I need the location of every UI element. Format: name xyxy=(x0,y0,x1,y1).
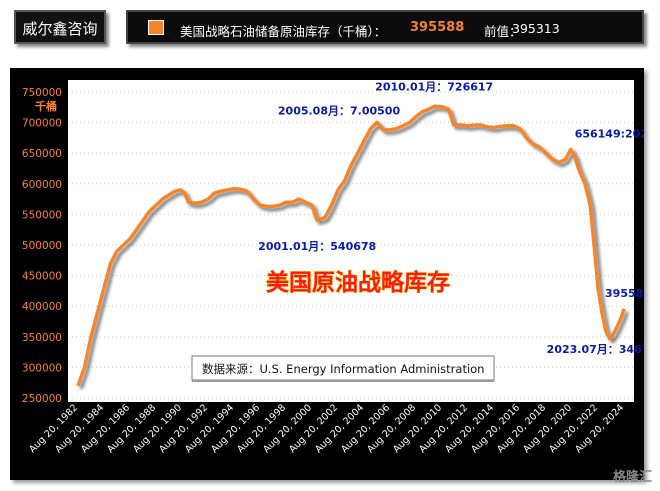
y-tick-label: 500000 xyxy=(22,240,62,252)
y-tick-label: 750000 xyxy=(22,87,62,99)
chart-panel: 750000 700000 650000 600000 550000 500000 4500… xyxy=(10,68,660,480)
y-axis-labels: 750000 700000 650000 600000 550000 500000 4500… xyxy=(22,87,62,405)
source-box: 数据来源：U.S. Energy Information Administrat… xyxy=(191,355,495,382)
source-text: 数据来源：U.S. Energy Information Administrat… xyxy=(202,362,484,376)
y-tick-label: 650000 xyxy=(22,148,62,160)
data-annotation: 2010.01月：726617 xyxy=(375,80,493,93)
legend-header: 美国战略石油储备原油库存（千桶）： 395588 前值： 395313 xyxy=(126,10,644,44)
y-axis-unit-label: 千桶 xyxy=(35,99,57,113)
data-annotation: 2023.07月：346758 xyxy=(547,343,644,356)
legend-swatch xyxy=(148,20,164,35)
y-tick-label: 300000 xyxy=(22,362,62,374)
data-annotation: 395588 xyxy=(605,287,644,300)
previous-value: 395313 xyxy=(512,21,560,36)
y-tick-label: 350000 xyxy=(22,332,62,344)
y-tick-label: 250000 xyxy=(22,393,62,405)
series-line xyxy=(76,104,626,387)
watermark-logo: 格隆汇 xyxy=(612,470,652,485)
chart-title: 美国原油战略库存 xyxy=(266,269,450,296)
header-title: 美国战略石油储备原油库存（千桶）： xyxy=(180,24,387,39)
y-tick-label: 550000 xyxy=(22,209,62,221)
line-chart: 750000 700000 650000 600000 550000 500000 4500… xyxy=(22,80,660,455)
y-tick-label: 400000 xyxy=(22,301,62,313)
data-annotation: 2001.01月：540678 xyxy=(258,240,376,253)
data-annotation: 2005.08月：7.00500 xyxy=(278,104,401,117)
y-tick-label: 450000 xyxy=(22,271,62,283)
brand-label: 威尔鑫咨询 xyxy=(14,10,106,44)
previous-value-label: 前值： xyxy=(484,24,522,39)
latest-value: 395588 xyxy=(410,20,465,35)
data-annotation: 656149:2020.07月 xyxy=(575,127,644,140)
annotations: 2010.01月：726617 2005.08月：7.00500 656149:20… xyxy=(258,80,660,356)
y-tick-label: 600000 xyxy=(22,179,62,191)
y-tick-label: 700000 xyxy=(22,118,62,130)
plot-area xyxy=(68,80,634,402)
